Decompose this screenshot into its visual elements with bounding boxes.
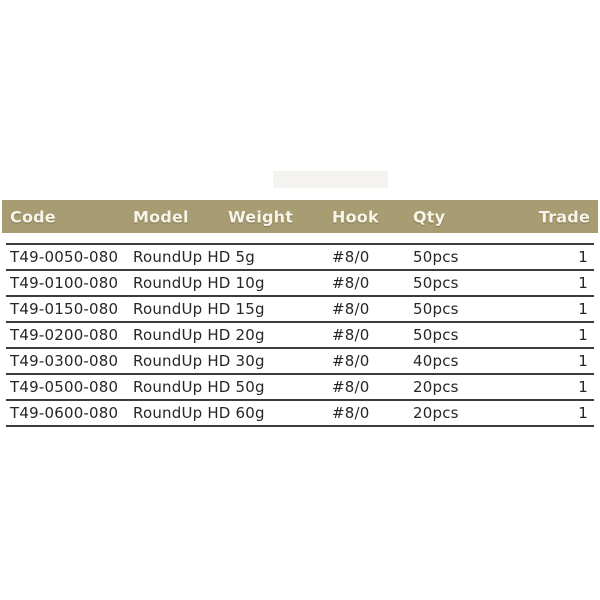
- table-row: T49-0050-080 RoundUp HD 5g #8/0 50pcs 1: [6, 243, 594, 269]
- cell-hook: #8/0: [332, 404, 370, 422]
- cell-qty: 50pcs: [413, 326, 459, 344]
- table-row: T49-0300-080 RoundUp HD 30g #8/0 40pcs 1: [6, 347, 594, 373]
- cell-qty: 40pcs: [413, 352, 459, 370]
- table-row: T49-0100-080 RoundUp HD 10g #8/0 50pcs 1: [6, 269, 594, 295]
- cell-model-weight: RoundUp HD 15g: [133, 300, 265, 318]
- faded-watermark-artifact: [273, 171, 388, 188]
- cell-code: T49-0150-080: [10, 300, 119, 318]
- cell-model-weight: RoundUp HD 50g: [133, 378, 265, 396]
- cell-hook: #8/0: [332, 274, 370, 292]
- weight-text: 10g: [235, 274, 265, 292]
- column-header-qty: Qty: [413, 207, 446, 226]
- cell-code: T49-0100-080: [10, 274, 119, 292]
- weight-text: 15g: [235, 300, 265, 318]
- cell-hook: #8/0: [332, 378, 370, 396]
- model-text: RoundUp HD: [133, 300, 231, 318]
- column-header-weight: Weight: [228, 207, 294, 226]
- cell-model-weight: RoundUp HD 30g: [133, 352, 265, 370]
- cell-model-weight: RoundUp HD 5g: [133, 248, 255, 266]
- cell-trade: 1: [578, 378, 588, 396]
- column-header-hook: Hook: [332, 207, 379, 226]
- cell-qty: 50pcs: [413, 274, 459, 292]
- cell-code: T49-0300-080: [10, 352, 119, 370]
- cell-qty: 20pcs: [413, 404, 459, 422]
- cell-hook: #8/0: [332, 300, 370, 318]
- cell-code: T49-0050-080: [10, 248, 119, 266]
- cell-code: T49-0600-080: [10, 404, 119, 422]
- table-row: T49-0150-080 RoundUp HD 15g #8/0 50pcs 1: [6, 295, 594, 321]
- weight-text: 50g: [235, 378, 265, 396]
- model-text: RoundUp HD: [133, 326, 231, 344]
- cell-hook: #8/0: [332, 352, 370, 370]
- cell-trade: 1: [578, 300, 588, 318]
- cell-hook: #8/0: [332, 326, 370, 344]
- cell-trade: 1: [578, 326, 588, 344]
- cell-model-weight: RoundUp HD 10g: [133, 274, 265, 292]
- cell-trade: 1: [578, 248, 588, 266]
- model-text: RoundUp HD: [133, 378, 231, 396]
- cell-model-weight: RoundUp HD 60g: [133, 404, 265, 422]
- weight-text: 20g: [235, 326, 265, 344]
- table-row: T49-0200-080 RoundUp HD 20g #8/0 50pcs 1: [6, 321, 594, 347]
- model-text: RoundUp HD: [133, 274, 231, 292]
- cell-qty: 50pcs: [413, 248, 459, 266]
- column-header-model: Model: [133, 207, 189, 226]
- weight-text: 60g: [235, 404, 265, 422]
- table-header-row: Code Model Weight Hook Qty Trade: [2, 200, 598, 233]
- cell-code: T49-0200-080: [10, 326, 119, 344]
- cell-trade: 1: [578, 274, 588, 292]
- cell-model-weight: RoundUp HD 20g: [133, 326, 265, 344]
- cell-trade: 1: [578, 404, 588, 422]
- weight-text: 30g: [235, 352, 265, 370]
- table-row: T49-0500-080 RoundUp HD 50g #8/0 20pcs 1: [6, 373, 594, 399]
- column-header-code: Code: [10, 207, 56, 226]
- cell-hook: #8/0: [332, 248, 370, 266]
- cell-qty: 50pcs: [413, 300, 459, 318]
- table-row: T49-0600-080 RoundUp HD 60g #8/0 20pcs 1: [6, 399, 594, 425]
- cell-qty: 20pcs: [413, 378, 459, 396]
- model-text: RoundUp HD: [133, 248, 231, 266]
- table-body: T49-0050-080 RoundUp HD 5g #8/0 50pcs 1 …: [6, 243, 594, 427]
- column-header-trade: Trade: [538, 207, 590, 226]
- model-text: RoundUp HD: [133, 352, 231, 370]
- model-text: RoundUp HD: [133, 404, 231, 422]
- cell-code: T49-0500-080: [10, 378, 119, 396]
- cell-trade: 1: [578, 352, 588, 370]
- weight-text: 5g: [235, 248, 255, 266]
